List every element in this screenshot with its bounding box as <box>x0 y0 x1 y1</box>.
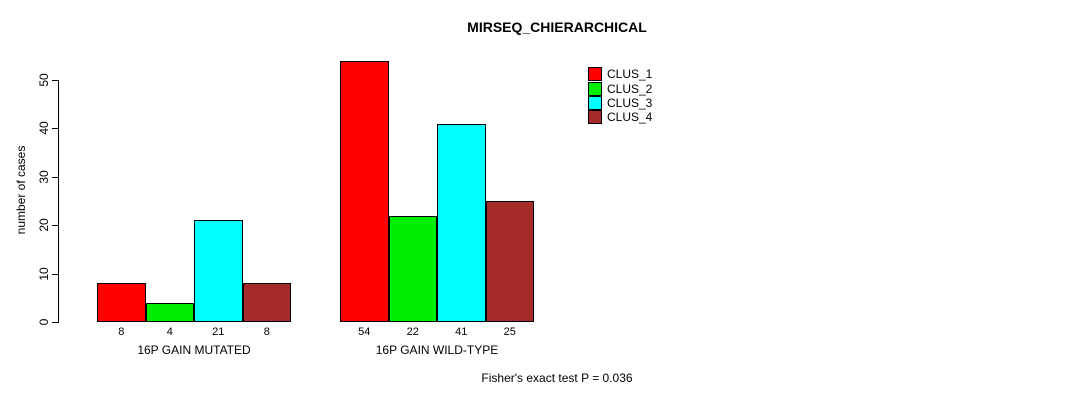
legend-swatch-icon <box>588 110 602 125</box>
legend-swatch-icon <box>588 95 602 110</box>
bar-value-label: 22 <box>406 326 419 338</box>
legend-item-clus_2: CLUS_2 <box>588 81 653 96</box>
bar-clus_1-group1 <box>97 283 146 322</box>
y-axis-tick-label: 20 <box>37 218 51 232</box>
bar-clus_3-group2 <box>437 123 486 322</box>
legend: CLUS_1 CLUS_2 CLUS_3 CLUS_4 <box>588 67 652 125</box>
x-axis-group-label: 16P GAIN WILD-TYPE <box>375 343 499 357</box>
bar-value-label: 8 <box>263 326 270 338</box>
bar-clus_2-group2 <box>388 215 437 322</box>
legend-label: CLUS_2 <box>607 81 653 96</box>
bar-value-label: 4 <box>166 326 173 338</box>
bar-value-label: 54 <box>358 326 371 338</box>
legend-label: CLUS_3 <box>607 95 653 110</box>
y-axis-tick-label: 40 <box>37 121 51 136</box>
bar-value-label: 25 <box>503 326 516 338</box>
legend-swatch-icon <box>588 81 602 96</box>
legend-label: CLUS_4 <box>607 110 653 125</box>
y-axis-tick-label: 30 <box>37 170 51 184</box>
bar-value-label: 8 <box>118 326 125 338</box>
chart-title: MIRSEQ_CHIERARCHICAL <box>467 19 647 35</box>
legend-item-clus_1: CLUS_1 <box>588 67 653 82</box>
y-axis-tick <box>52 176 59 178</box>
bar-clus_4-group1 <box>242 283 291 322</box>
y-axis-tick-label: 10 <box>37 266 51 281</box>
x-axis-group-label: 16P GAIN MUTATED <box>137 343 251 357</box>
y-axis-tick <box>52 128 59 130</box>
fisher-test-annotation: Fisher's exact test P = 0.036 <box>481 371 633 385</box>
y-axis-line <box>58 80 59 322</box>
y-axis-tick <box>52 273 59 275</box>
y-axis-tick <box>52 225 59 227</box>
y-axis-tick-label: 50 <box>37 73 51 87</box>
bar-clus_4-group2 <box>485 201 534 322</box>
bar-value-label: 41 <box>455 326 468 338</box>
y-axis-tick-label: 0 <box>37 318 51 326</box>
y-axis-tick <box>52 322 59 323</box>
y-axis-tick <box>52 80 59 81</box>
bar-clus_3-group1 <box>194 220 243 322</box>
legend-item-clus_4: CLUS_4 <box>588 110 653 125</box>
legend-swatch-icon <box>588 67 602 82</box>
bar-value-label: 21 <box>212 326 225 338</box>
bar-clus_2-group1 <box>145 302 194 322</box>
y-axis-label: number of cases <box>14 145 28 235</box>
bar-clus_1-group2 <box>340 60 389 322</box>
legend-item-clus_3: CLUS_3 <box>588 95 653 110</box>
legend-label: CLUS_1 <box>607 67 653 82</box>
